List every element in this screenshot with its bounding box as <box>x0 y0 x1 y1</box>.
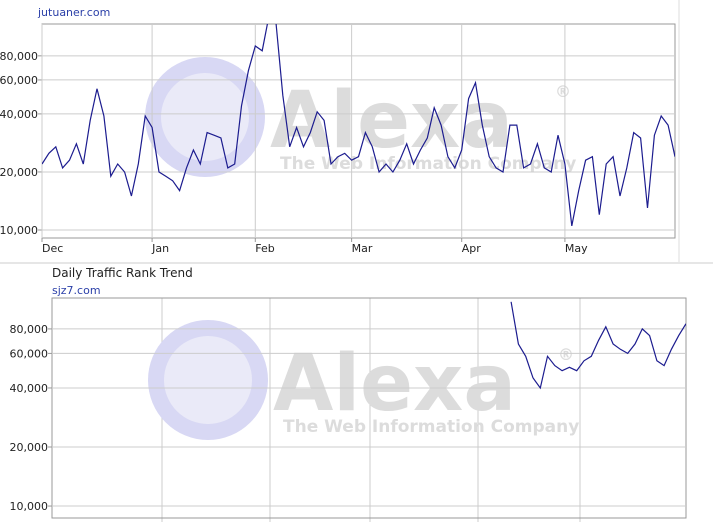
x-tick-label: Mar <box>352 242 373 255</box>
y-tick-label: 10,000 <box>10 500 49 513</box>
series-line <box>510 301 686 390</box>
y-tick-label: 20,000 <box>0 166 38 179</box>
y-tick-label: 80,000 <box>10 323 49 336</box>
series-line <box>42 24 675 227</box>
watermark-mark: ® <box>558 345 574 364</box>
y-tick-label: 20,000 <box>10 441 49 454</box>
watermark: Alexa <box>273 339 516 429</box>
chart-subtitle: sjz7.com <box>52 284 101 297</box>
y-tick-label: 10,000 <box>0 224 38 237</box>
watermark-tagline: The Web Information Company <box>280 154 576 174</box>
chart-subtitle: jutuaner.com <box>37 6 110 19</box>
y-tick-label: 60,000 <box>0 74 38 87</box>
y-tick-label: 40,000 <box>0 108 38 121</box>
watermark-mark: ® <box>555 82 571 101</box>
x-tick-label: May <box>565 242 588 255</box>
y-tick-label: 40,000 <box>10 382 49 395</box>
watermark-logo <box>164 336 252 424</box>
plot-frame <box>51 297 687 519</box>
watermark-tagline: The Web Information Company <box>283 417 579 437</box>
watermark-logo <box>161 73 249 161</box>
x-tick-label: Jan <box>151 242 169 255</box>
x-tick-label: Feb <box>255 242 274 255</box>
y-tick-label: 60,000 <box>10 347 49 360</box>
y-tick-label: 80,000 <box>0 50 38 63</box>
chart-title: Daily Traffic Rank Trend <box>52 266 193 280</box>
x-tick-label: Apr <box>462 242 482 255</box>
x-tick-label: Dec <box>42 242 63 255</box>
